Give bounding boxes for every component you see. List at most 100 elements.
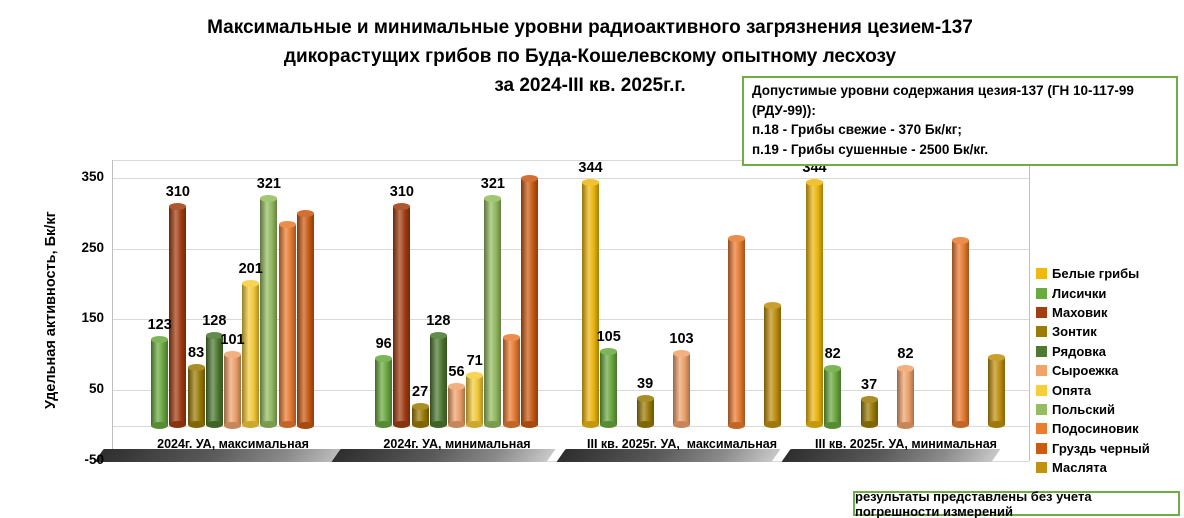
cylinder-top xyxy=(260,195,278,203)
data-label: 83 xyxy=(188,344,205,361)
legend-item-маховик: Маховик xyxy=(1036,303,1150,322)
legend-item-сыроежка: Сыроежка xyxy=(1036,361,1150,380)
cylinder-top xyxy=(448,382,465,390)
cylinder-bottom xyxy=(484,421,502,429)
cylinder-top xyxy=(296,210,314,218)
bar-зонтик xyxy=(411,403,429,429)
legend-label: Груздь черный xyxy=(1052,440,1150,456)
cylinder-bottom xyxy=(448,421,465,429)
legend-swatch xyxy=(1036,442,1047,454)
bar-опята xyxy=(466,372,484,429)
data-label: 321 xyxy=(256,176,281,193)
cylinder-bottom xyxy=(860,421,878,429)
cylinder-top xyxy=(600,348,618,356)
cylinder-top xyxy=(582,179,599,187)
legend-label: Белые грибы xyxy=(1052,266,1140,282)
bar-маслята xyxy=(988,353,1005,429)
bar-сыроежка xyxy=(224,351,241,429)
legend-swatch xyxy=(1036,306,1047,318)
cylinder-top xyxy=(429,331,447,339)
cylinder-top xyxy=(806,179,823,187)
plot-wall-top-edge xyxy=(112,160,1030,161)
gridline-150 xyxy=(113,319,1029,321)
bar-зонтик xyxy=(860,396,878,429)
data-label: 82 xyxy=(897,345,914,362)
cylinder-bottom xyxy=(582,421,599,429)
bar-белые-грибы xyxy=(582,179,599,429)
bar-белые-грибы xyxy=(806,179,823,429)
cylinder-top xyxy=(484,195,502,203)
cylinder-top xyxy=(897,364,914,372)
chart-title: Максимальные и минимальные уровни радиоа… xyxy=(60,13,1120,100)
legend-item-маслята: Маслята xyxy=(1036,458,1150,477)
legend-item-опята: Опята xyxy=(1036,380,1150,399)
y-tick-label: 150 xyxy=(81,310,104,326)
gridline-50 xyxy=(113,390,1029,392)
chart-title-line3: за 2024-III кв. 2025г.г. xyxy=(494,75,686,96)
chart-title-line2: дикорастущих грибов по Буда-Кошелевскому… xyxy=(283,46,897,67)
plot-area: 2024г. УА, максимальная 2024г. УА, минима… xyxy=(94,155,1030,471)
cylinder-bottom xyxy=(393,421,411,429)
bar-зонтик xyxy=(187,363,205,429)
data-label: 344 xyxy=(578,160,603,177)
permissible-levels-line1: Допустимые уровни содержания цезия-137 (… xyxy=(752,83,1134,118)
y-tick-label: 350 xyxy=(81,168,104,184)
bar-лисички xyxy=(375,354,393,429)
cylinder-bottom xyxy=(824,421,842,429)
legend-label: Рядовка xyxy=(1052,343,1107,359)
cylinder-top xyxy=(951,237,969,245)
cylinder-bottom xyxy=(600,421,618,429)
legend-swatch xyxy=(1036,287,1047,299)
cylinder-bottom xyxy=(169,421,187,429)
cylinder-top xyxy=(502,334,520,342)
cylinder-top xyxy=(673,349,690,357)
legend-item-лисички: Лисички xyxy=(1036,283,1150,302)
legend-swatch xyxy=(1036,268,1047,280)
footnote-box: результаты представлены без учета погреш… xyxy=(853,489,1180,518)
bar-лисички xyxy=(151,335,169,429)
data-label: 71 xyxy=(466,353,483,370)
cylinder-bottom xyxy=(673,421,690,429)
chart-title-line1: Максимальные и минимальные уровни радиоа… xyxy=(207,17,973,38)
legend-label: Подосиновик xyxy=(1052,421,1139,437)
data-label: 103 xyxy=(669,330,694,347)
cylinder-bottom xyxy=(205,421,223,429)
cylinder-top xyxy=(187,363,205,371)
data-label: 27 xyxy=(412,384,429,401)
data-label: 96 xyxy=(375,335,392,352)
data-label: 128 xyxy=(202,312,227,329)
data-label: 201 xyxy=(238,261,263,278)
bar-подосиновик xyxy=(727,235,745,429)
cylinder-bottom xyxy=(260,421,278,429)
cylinder-top xyxy=(393,203,411,211)
bar-маслята xyxy=(764,302,781,429)
legend-label: Лисички xyxy=(1052,285,1107,301)
legend-item-подосиновик: Подосиновик xyxy=(1036,419,1150,438)
cylinder-top xyxy=(151,335,169,343)
bar-сыроежка xyxy=(673,349,690,429)
data-label: 310 xyxy=(389,184,414,201)
bar-сыроежка xyxy=(897,364,914,429)
bar-подосиновик xyxy=(502,334,520,429)
baseline xyxy=(113,425,1029,427)
legend-label: Польский xyxy=(1052,401,1115,417)
bar-рядовка xyxy=(205,331,223,429)
data-label: 128 xyxy=(426,312,451,329)
cylinder-bottom xyxy=(224,421,241,429)
bar-груздь-черный xyxy=(520,174,538,429)
legend-swatch xyxy=(1036,384,1047,396)
category-label: III кв. 2025г. УА, максимальная xyxy=(587,437,777,451)
legend: Белые грибы Лисички Маховик Зонтик Рядовка Сы… xyxy=(1036,264,1150,477)
permissible-levels-note: Допустимые уровни содержания цезия-137 (… xyxy=(742,76,1178,167)
category-label: 2024г. УА, минимальная xyxy=(383,437,531,451)
data-label: 37 xyxy=(861,377,878,394)
bar-лисички xyxy=(824,364,842,429)
cylinder-top xyxy=(224,351,241,358)
cylinder-top xyxy=(988,353,1005,361)
data-label: 321 xyxy=(480,176,505,193)
bar-опята xyxy=(242,280,260,429)
permissible-levels-line3: п.19 - Грибы сушенные - 2500 Бк/кг. xyxy=(752,141,989,157)
cylinder-bottom xyxy=(278,421,296,429)
cylinder-top xyxy=(636,394,654,402)
